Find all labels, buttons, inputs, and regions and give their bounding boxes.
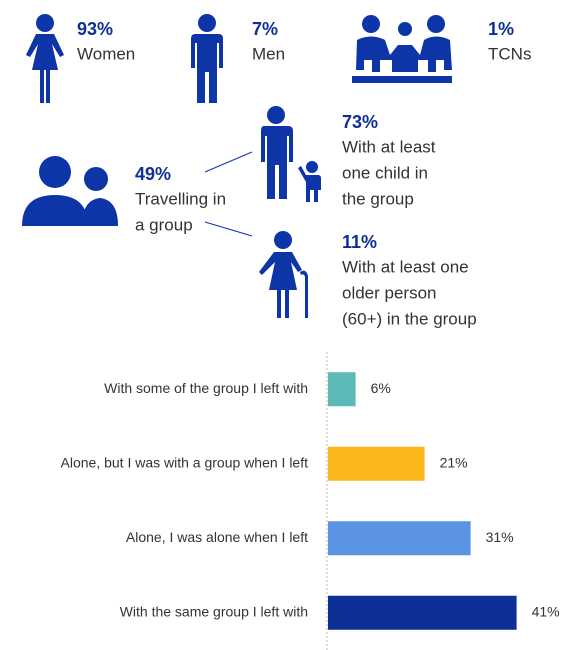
bar (328, 372, 356, 407)
stat-label: one child in (342, 163, 428, 182)
stat-label: Women (77, 44, 135, 63)
stat-percent: 7% (252, 19, 278, 39)
stat-label: TCNs (488, 44, 531, 63)
value-label: 31% (486, 529, 514, 545)
stat-label: With at least (342, 137, 436, 156)
value-label: 41% (532, 603, 560, 619)
tcn-icon (352, 15, 452, 83)
stat-label: With at least one (342, 257, 469, 276)
category-label: With some of the group I left with (104, 380, 308, 396)
adult-child-icon (261, 106, 321, 202)
connector (204, 221, 253, 237)
value-label: 6% (371, 380, 391, 396)
bar-chart: With some of the group I left with 6% Alon… (61, 352, 560, 650)
stat-label: a group (135, 215, 193, 234)
stat-label: the group (342, 189, 414, 208)
stat-percent: 93% (77, 19, 113, 39)
category-label: With the same group I left with (120, 603, 308, 619)
elderly-icon (259, 231, 308, 318)
stat-label: Men (252, 44, 285, 63)
stats: 93% Women 7% Men 1% TCNs 49% Travelling in a gro… (77, 19, 531, 329)
stat-percent: 73% (342, 112, 378, 132)
man-icon (191, 14, 223, 103)
connector (204, 151, 253, 173)
woman-icon (26, 14, 64, 103)
stat-percent: 49% (135, 164, 171, 184)
bar (328, 521, 471, 556)
stat-label: (60+) in the group (342, 309, 477, 328)
stat-label: Travelling in (135, 189, 226, 208)
stat-percent: 11% (342, 232, 377, 252)
value-label: 21% (440, 454, 468, 470)
group-icon (22, 156, 118, 226)
stat-percent: 1% (488, 19, 514, 39)
category-label: Alone, I was alone when I left (126, 529, 308, 545)
category-label: Alone, but I was with a group when I lef… (61, 454, 309, 470)
bar (328, 595, 517, 630)
stat-label: older person (342, 283, 437, 302)
bar (328, 446, 425, 481)
icons (22, 14, 452, 318)
